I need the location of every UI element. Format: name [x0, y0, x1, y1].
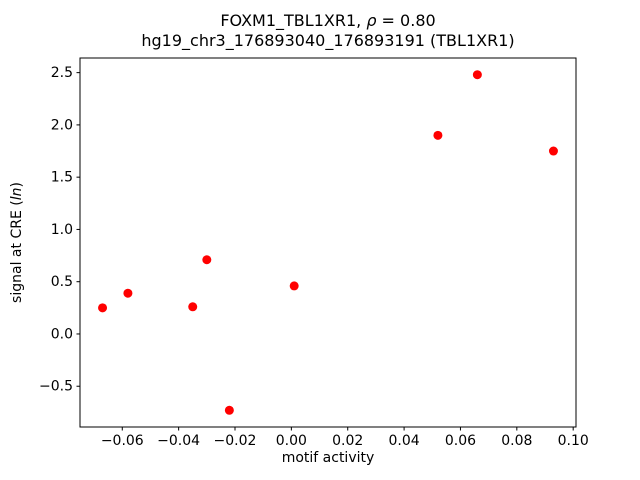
x-tick-label: −0.04 [157, 433, 200, 449]
chart-subtitle: hg19_chr3_176893040_176893191 (TBL1XR1) [141, 31, 514, 51]
y-tick-label: −0.5 [39, 379, 73, 395]
data-point [472, 70, 482, 80]
data-point [188, 302, 198, 312]
chart-title-prefix: FOXM1_TBL1XR1, [220, 11, 366, 31]
x-tick-label: 0.04 [389, 433, 420, 449]
chart-title: FOXM1_TBL1XR1, ρ = 0.80 [220, 11, 435, 31]
data-point [224, 405, 234, 415]
x-axis-ticks: −0.06 −0.04 −0.02 0.00 0.02 0.04 0.06 0.08 0.10 [101, 427, 589, 449]
y-axis-label-prefix: signal at CRE ( [9, 200, 25, 303]
x-tick-label: 0.08 [501, 433, 532, 449]
x-tick-label: −0.02 [214, 433, 257, 449]
y-axis-ticks: −0.5 0.0 0.5 1.0 1.5 2.0 2.5 [39, 65, 80, 395]
y-axis-label-ln: ln [9, 188, 25, 201]
y-tick-label: 2.0 [51, 117, 73, 133]
x-tick-label: 0.06 [445, 433, 476, 449]
plot-border [79, 57, 577, 428]
x-axis-label: motif activity [282, 450, 375, 466]
data-point [98, 303, 108, 313]
chart-title-suffix: = 0.80 [376, 11, 435, 30]
y-tick-label: 0.5 [51, 274, 73, 290]
data-point [123, 288, 133, 298]
data-point [548, 146, 558, 156]
x-tick-label: −0.06 [101, 433, 144, 449]
data-point [433, 130, 443, 140]
y-tick-label: 0.0 [51, 326, 73, 342]
y-axis-label: signal at CRE (ln) [9, 182, 25, 303]
data-points [98, 70, 558, 415]
y-tick-label: 1.0 [51, 222, 73, 238]
x-tick-label: 0.10 [558, 433, 589, 449]
data-point [289, 281, 299, 291]
y-tick-label: 1.5 [51, 170, 73, 186]
data-point [202, 255, 212, 265]
y-tick-label: 2.5 [51, 65, 73, 81]
chart-title-rho-symbol: ρ [366, 11, 376, 30]
x-tick-label: 0.00 [276, 433, 307, 449]
y-axis-label-suffix: ) [9, 182, 25, 187]
x-tick-label: 0.02 [332, 433, 363, 449]
